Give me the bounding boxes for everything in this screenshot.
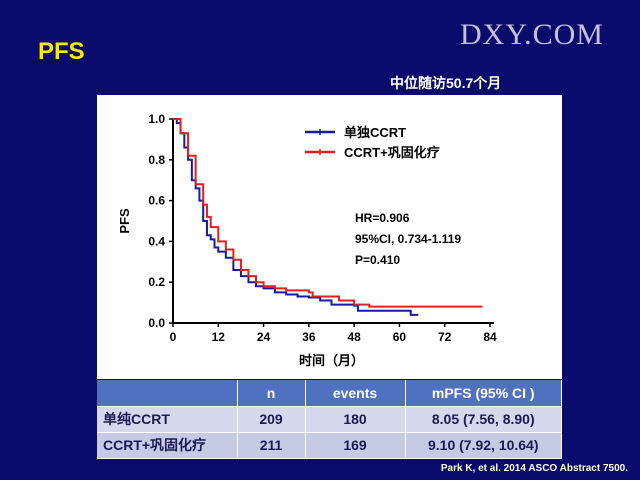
table-row: CCRT+巩固化疗 211 169 9.10 (7.92, 10.64) — [97, 432, 562, 459]
slide-title: PFS — [38, 38, 85, 65]
header-cell — [97, 380, 238, 407]
cell-events: 169 — [305, 432, 406, 459]
legend-label: 单独CCRT — [344, 125, 406, 140]
header-cell: mPFS (95% CI ) — [405, 380, 562, 407]
table-row: 单纯CCRT 209 180 8.05 (7.56, 8.90) — [97, 406, 562, 433]
y-tick-label: 0.8 — [148, 153, 165, 167]
row-label: 单纯CCRT — [97, 406, 238, 433]
cell-mpfs: 9.10 (7.92, 10.64) — [405, 432, 562, 459]
y-tick-label: 0.0 — [148, 316, 165, 330]
stat-annotation: 95%CI, 0.734-1.119 — [355, 232, 461, 246]
header-cell: events — [305, 380, 406, 407]
x-tick-label: 84 — [483, 330, 497, 344]
results-table: n events mPFS (95% CI ) 单纯CCRT 209 180 8… — [97, 380, 562, 459]
x-axis-label: 时间（月） — [299, 353, 364, 368]
table-header-row: n events mPFS (95% CI ) — [97, 380, 562, 407]
legend-label: CCRT+巩固化疗 — [344, 145, 440, 160]
x-tick-label: 24 — [257, 330, 271, 344]
citation: Park K, et al. 2014 ASCO Abstract 7500. — [440, 463, 628, 474]
x-tick-label: 0 — [170, 330, 177, 344]
row-label: CCRT+巩固化疗 — [97, 432, 238, 459]
y-tick-label: 0.6 — [148, 194, 165, 208]
series-line — [173, 118, 419, 316]
watermark: DXY.COM — [460, 18, 604, 51]
y-tick-label: 1.0 — [148, 112, 165, 126]
stat-annotation: HR=0.906 — [355, 211, 410, 225]
cell-events: 180 — [305, 406, 406, 433]
y-tick-label: 0.4 — [148, 234, 165, 248]
x-tick-label: 48 — [347, 330, 361, 344]
x-tick-label: 12 — [212, 330, 226, 344]
cell-mpfs: 8.05 (7.56, 8.90) — [405, 406, 562, 433]
slide-subtitle: 中位随访50.7个月 — [390, 75, 502, 91]
y-axis-label: PFS — [117, 208, 132, 234]
header-cell: n — [237, 380, 306, 407]
cell-n: 209 — [237, 406, 306, 433]
cell-n: 211 — [237, 432, 306, 459]
y-tick-label: 0.2 — [148, 275, 165, 289]
x-tick-label: 60 — [393, 330, 407, 344]
x-tick-label: 36 — [302, 330, 316, 344]
stat-annotation: P=0.410 — [355, 253, 400, 267]
x-tick-label: 72 — [438, 330, 452, 344]
series-line — [173, 118, 483, 308]
km-chart: 0 12 24 36 48 60 72 84 0.0 0.2 0.4 0.6 0.8 1.0 时间（月） PF… — [117, 112, 497, 368]
chart-panel: 0 12 24 36 48 60 72 84 0.0 0.2 0.4 0.6 0.8 1.0 时间（月） PF… — [97, 95, 562, 379]
